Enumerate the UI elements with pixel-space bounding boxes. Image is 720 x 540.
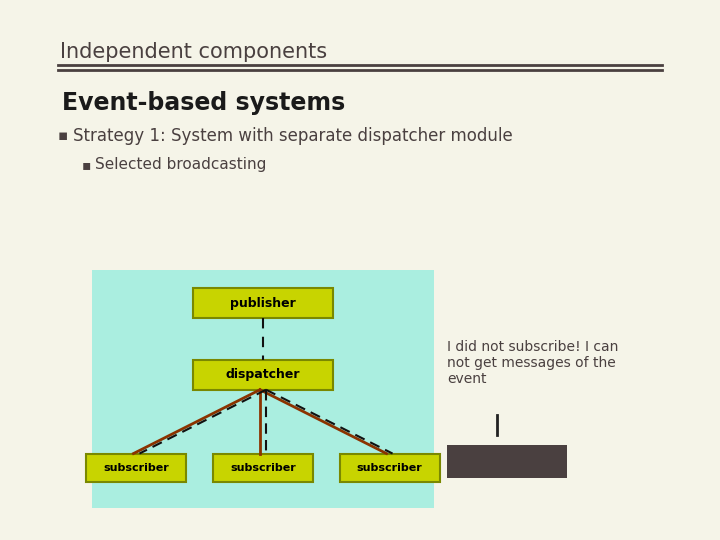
Text: dispatcher: dispatcher xyxy=(226,368,300,381)
FancyBboxPatch shape xyxy=(340,454,439,482)
FancyBboxPatch shape xyxy=(193,288,333,318)
Text: Event-based systems: Event-based systems xyxy=(62,91,346,115)
Text: subscriber: subscriber xyxy=(356,463,423,472)
FancyBboxPatch shape xyxy=(447,445,567,478)
FancyBboxPatch shape xyxy=(86,454,186,482)
Text: ▪: ▪ xyxy=(82,158,91,172)
FancyBboxPatch shape xyxy=(213,454,313,482)
Text: ▪: ▪ xyxy=(58,129,68,144)
Text: Strategy 1: System with separate dispatcher module: Strategy 1: System with separate dispatc… xyxy=(73,127,513,145)
Text: publisher: publisher xyxy=(230,297,296,310)
FancyBboxPatch shape xyxy=(193,360,333,390)
FancyBboxPatch shape xyxy=(92,270,434,508)
Text: Selected broadcasting: Selected broadcasting xyxy=(95,158,266,172)
Text: subscriber: subscriber xyxy=(230,463,296,472)
Text: Independent components: Independent components xyxy=(60,42,327,62)
Text: I did not subscribe! I can
not get messages of the
event: I did not subscribe! I can not get messa… xyxy=(447,340,618,387)
Text: subscriber: subscriber xyxy=(104,463,169,472)
